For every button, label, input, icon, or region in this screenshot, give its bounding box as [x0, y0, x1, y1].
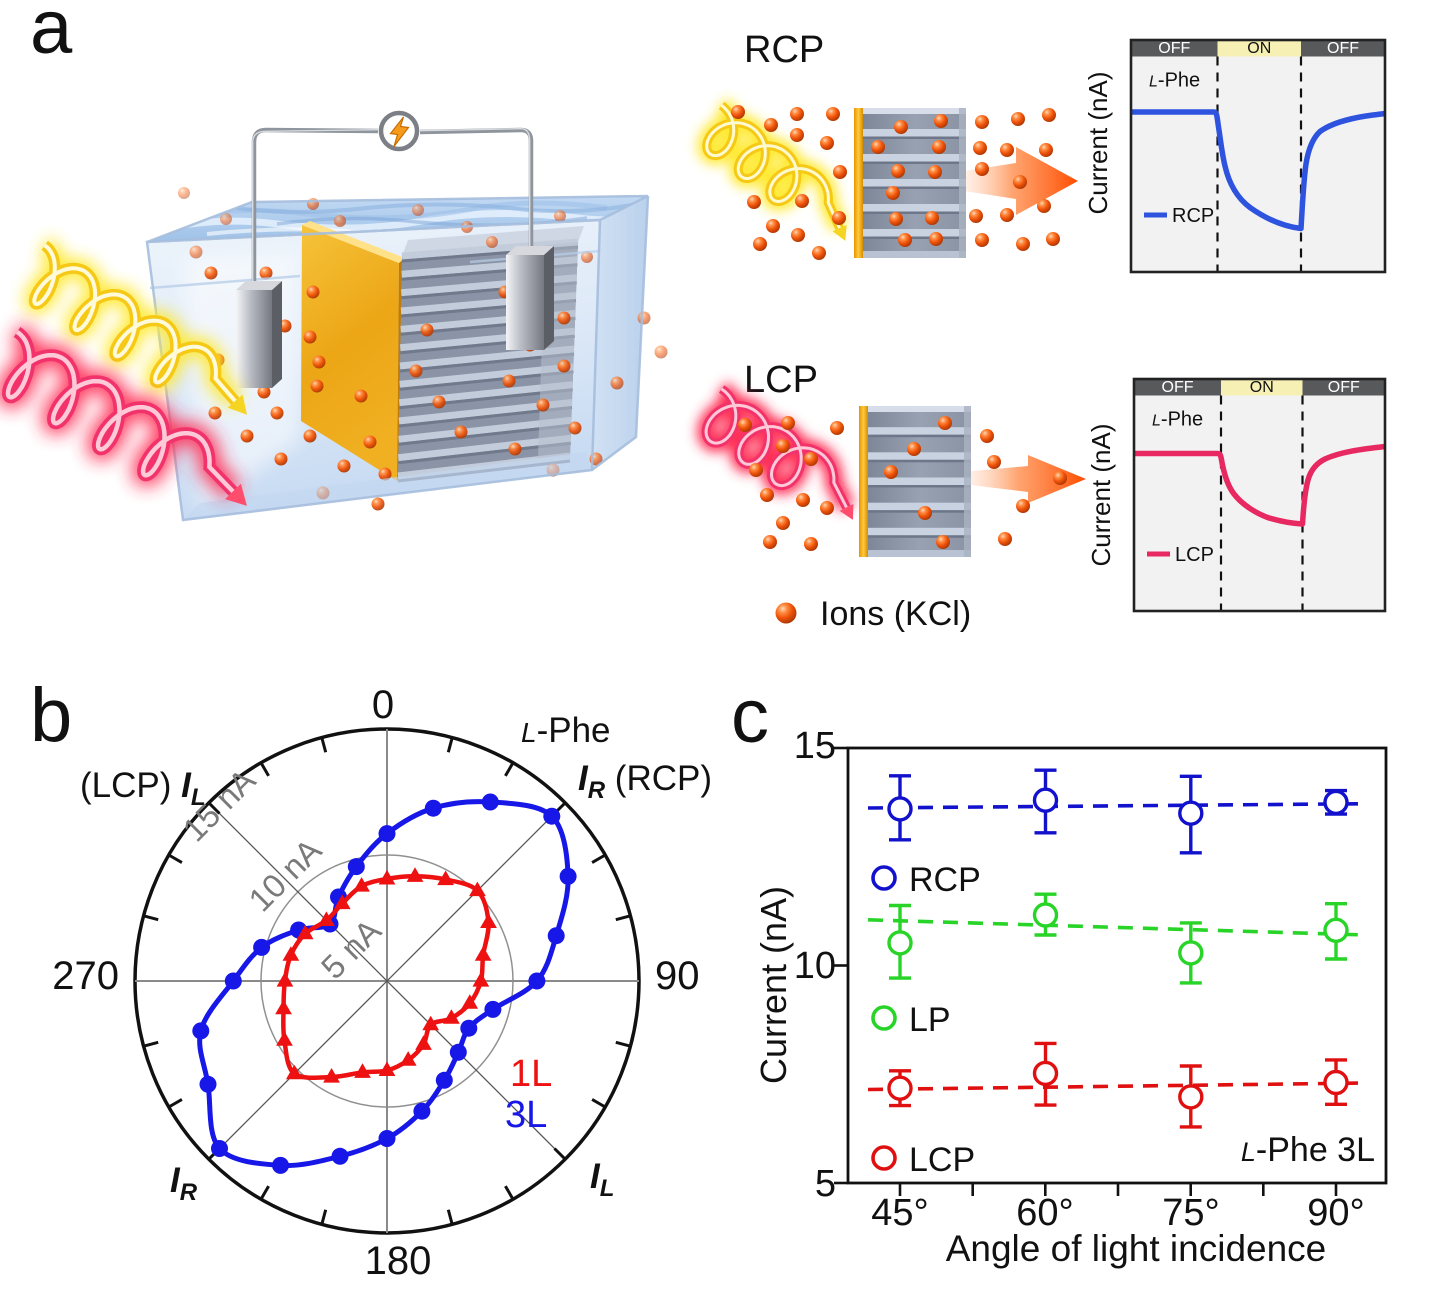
svg-text:OFF: OFF [1328, 379, 1360, 396]
svg-text:10: 10 [794, 945, 836, 987]
svg-text:ON: ON [1247, 40, 1271, 57]
svg-text:RCP: RCP [1172, 205, 1214, 227]
svg-text:270: 270 [52, 954, 119, 998]
svg-text:60°: 60° [1016, 1192, 1073, 1234]
svg-text:3L: 3L [505, 1094, 547, 1136]
svg-text:OFF: OFF [1158, 40, 1190, 57]
svg-text:L-Phe 3L: L-Phe 3L [1241, 1131, 1375, 1169]
svg-text:Current (nA): Current (nA) [1083, 71, 1113, 214]
svg-text:c: c [731, 674, 769, 759]
svg-text:90°: 90° [1307, 1192, 1364, 1234]
svg-text:LCP: LCP [1175, 544, 1214, 566]
svg-text:5: 5 [815, 1163, 836, 1205]
svg-text:IL: IL [590, 1157, 614, 1202]
svg-text:(LCP) IL: (LCP) IL [80, 766, 206, 811]
svg-text:LCP: LCP [744, 359, 818, 401]
svg-text:b: b [30, 673, 72, 758]
svg-text:RCP: RCP [909, 861, 981, 899]
svg-text:Current (nA): Current (nA) [1086, 423, 1116, 566]
svg-text:45°: 45° [871, 1192, 928, 1234]
svg-text:OFF: OFF [1327, 40, 1359, 57]
svg-text:0: 0 [372, 683, 394, 727]
svg-text:LCP: LCP [909, 1141, 975, 1179]
svg-text:L-Phe: L-Phe [1152, 409, 1203, 431]
svg-text:Angle of light incidence: Angle of light incidence [946, 1228, 1327, 1269]
svg-text:180: 180 [365, 1239, 432, 1283]
svg-text:15: 15 [794, 725, 836, 767]
svg-text:L-Phe: L-Phe [1149, 70, 1200, 92]
svg-text:RCP: RCP [744, 29, 824, 71]
svg-text:ON: ON [1250, 379, 1274, 396]
svg-text:Current (nA): Current (nA) [753, 886, 794, 1084]
svg-text:IR (RCP): IR (RCP) [578, 759, 712, 804]
svg-text:90: 90 [655, 954, 700, 998]
svg-text:L-Phe: L-Phe [521, 711, 611, 750]
svg-text:LP: LP [909, 1001, 951, 1039]
svg-text:Ions (KCl): Ions (KCl) [820, 595, 971, 633]
svg-text:IR: IR [170, 1161, 198, 1206]
svg-text:10 nA: 10 nA [241, 831, 328, 918]
svg-text:OFF: OFF [1162, 379, 1194, 396]
svg-text:1L: 1L [510, 1053, 552, 1095]
svg-text:a: a [30, 0, 73, 70]
svg-text:75°: 75° [1162, 1192, 1219, 1234]
